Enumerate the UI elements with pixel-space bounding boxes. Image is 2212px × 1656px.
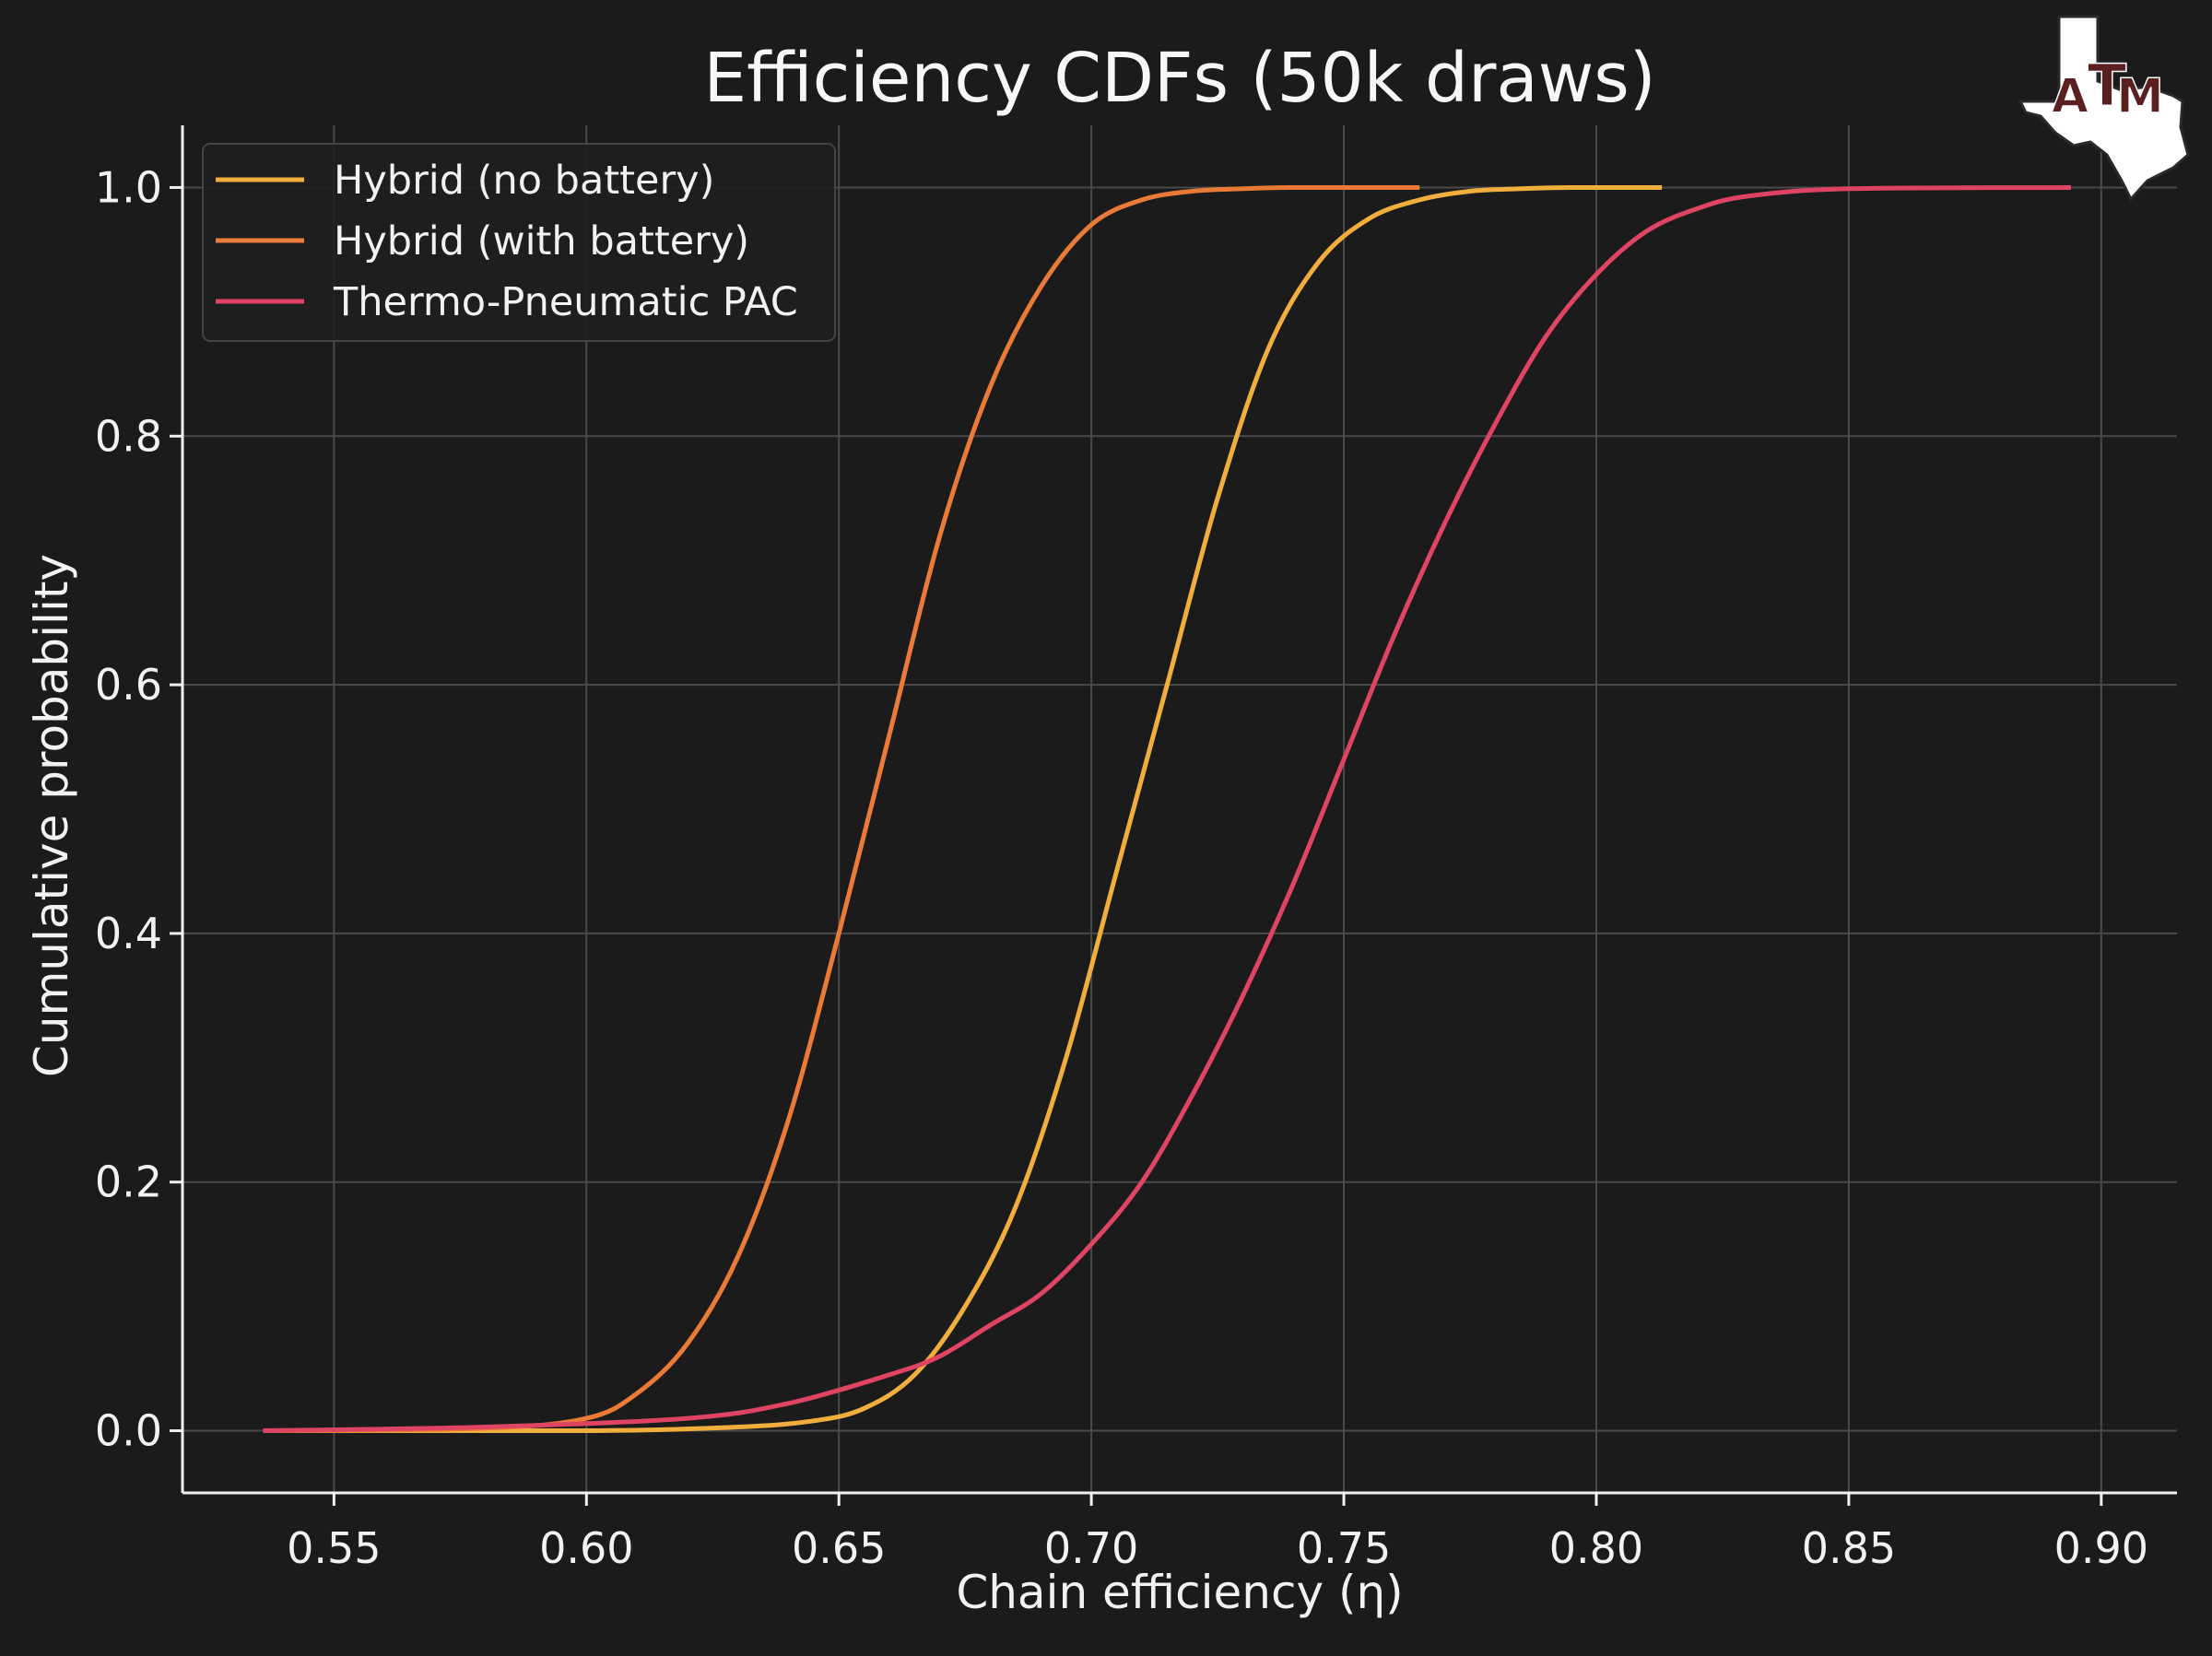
logo-letter: M [2116,69,2164,124]
texas-am-logo: ATM [2018,15,2190,202]
logo-letter: T [2088,52,2126,119]
y-tick-label: 0.2 [95,1157,162,1207]
x-tick-label: 0.80 [1549,1523,1643,1573]
legend: Hybrid (no battery) Hybrid (with battery)… [202,143,836,342]
legend-box [202,143,836,342]
x-tick-label: 0.75 [1297,1523,1391,1573]
logo-lettering: ATM [2051,51,2165,125]
tick-layer: 0.55 0.60 0.65 0.70 0.75 0.80 0.85 0.90 0.0 0.2 0.… [95,162,2148,1573]
y-tick-label: 0.6 [95,660,162,710]
x-tick-label: 0.55 [287,1523,381,1573]
y-tick-label: 0.0 [95,1406,162,1456]
texas-outline-icon [2018,15,2190,202]
logo-letter: A [2052,69,2088,124]
x-tick-label: 0.85 [1802,1523,1896,1573]
x-tick-label: 0.90 [2054,1523,2148,1573]
legend-label: Hybrid (with battery) [334,218,749,264]
x-tick-label: 0.60 [539,1523,633,1573]
y-axis-title: Cumulative probability [25,554,78,1077]
x-tick-label: 0.65 [792,1523,886,1573]
series-line-1 [263,184,1420,1433]
series-line-0 [263,184,1663,1434]
y-tick-label: 1.0 [95,162,162,212]
x-tick-label: 0.70 [1044,1523,1138,1573]
y-tick-label: 0.4 [95,909,162,958]
legend-label: Thermo-Pneumatic PAC [333,279,798,325]
y-tick-label: 0.8 [95,411,162,461]
series-line-2 [263,185,2072,1433]
series-layer [263,184,2072,1434]
legend-label: Hybrid (no battery) [334,158,714,204]
x-axis-title: Chain efficiency (η) [956,1566,1403,1619]
legend-items: Hybrid (no battery) Hybrid (with battery)… [216,158,798,325]
chart-title: Efficiency CDFs (50k draws) [703,39,1655,118]
